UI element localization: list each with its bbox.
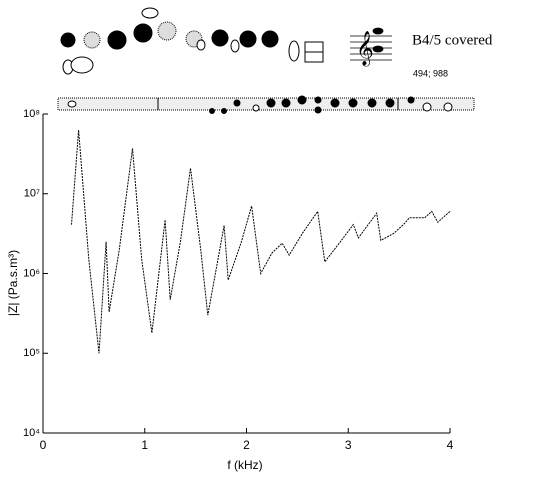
fingering-diagram <box>60 7 324 75</box>
y-tick-label: 10⁷ <box>24 188 40 200</box>
y-tick-label: 10⁴ <box>23 427 40 439</box>
x-tick-label: 4 <box>447 438 454 452</box>
x-tick-label: 2 <box>243 438 250 452</box>
x-tick-label: 0 <box>40 438 47 452</box>
x-tick-label: 3 <box>345 438 352 452</box>
tone-hole-bar <box>57 95 475 114</box>
y-tick-label: 10⁸ <box>23 108 40 120</box>
staff-icon: 𝄞 <box>350 27 392 67</box>
impedance-curve <box>71 129 451 354</box>
x-axis-label: f (kHz) <box>227 458 262 472</box>
y-tick-label: 10⁵ <box>23 347 40 359</box>
chart-title: B4/5 covered <box>412 32 493 48</box>
y-tick-label: 10⁶ <box>23 267 40 279</box>
svg-text:𝄞: 𝄞 <box>356 31 374 67</box>
chart-subtitle: 494; 988 <box>413 68 448 78</box>
y-axis-label: |Z| (Pa.s.m³) <box>6 250 20 316</box>
x-tick-label: 1 <box>141 438 148 452</box>
